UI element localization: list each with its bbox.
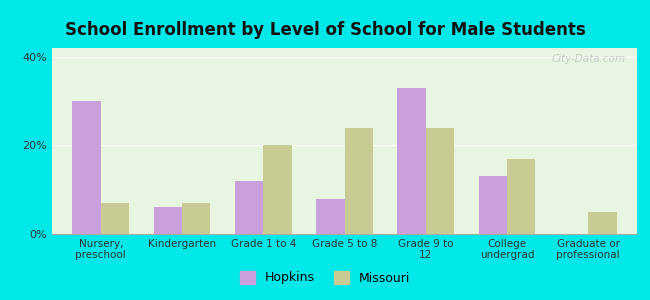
Bar: [153, 207, 182, 234]
Bar: [235, 181, 263, 234]
Bar: [507, 159, 536, 234]
Bar: [72, 101, 101, 234]
Bar: [344, 128, 373, 234]
Bar: [101, 203, 129, 234]
Bar: [316, 199, 344, 234]
Legend: Hopkins, Missouri: Hopkins, Missouri: [234, 265, 416, 291]
Text: City-Data.com: City-Data.com: [551, 54, 625, 64]
Bar: [426, 128, 454, 234]
Bar: [588, 212, 617, 234]
Bar: [478, 176, 507, 234]
Bar: [182, 203, 211, 234]
Bar: [397, 88, 426, 234]
Text: School Enrollment by Level of School for Male Students: School Enrollment by Level of School for…: [64, 21, 586, 39]
Bar: [263, 146, 292, 234]
